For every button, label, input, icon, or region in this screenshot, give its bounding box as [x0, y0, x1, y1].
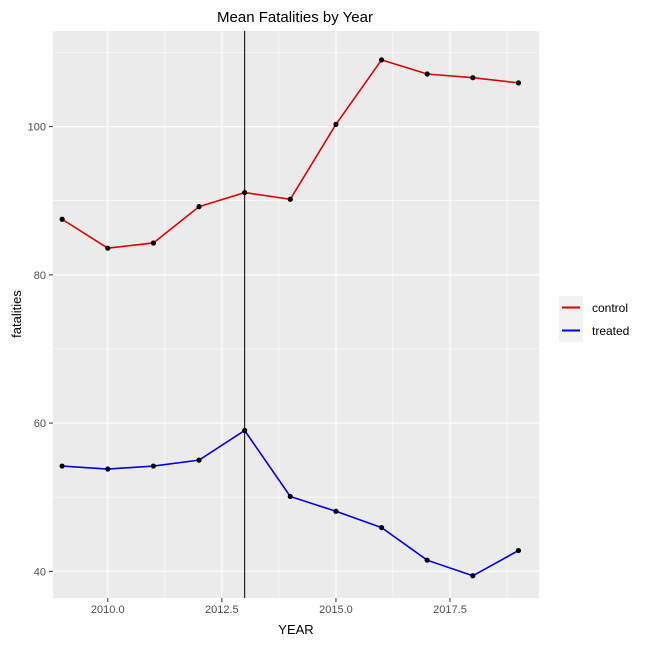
- y-axis-title: fatalities: [9, 290, 24, 338]
- data-point-control: [59, 216, 65, 222]
- data-point-control: [242, 189, 248, 196]
- data-point-control: [378, 57, 385, 63]
- y-tick-label: 60: [34, 418, 46, 430]
- data-point-treated: [470, 573, 476, 579]
- x-tick-label: 2017.5: [433, 604, 467, 616]
- data-point-control: [287, 196, 293, 202]
- x-axis-title: YEAR: [278, 622, 313, 637]
- y-tick-label: 80: [34, 270, 46, 282]
- legend: control treated: [559, 296, 629, 342]
- x-tick-label: 2012.5: [205, 604, 239, 616]
- data-point-control: [150, 240, 156, 246]
- data-point-control: [515, 80, 522, 86]
- x-tick-label: 2015.0: [319, 604, 353, 616]
- x-axis: 2010.0 2012.5 2015.0 2017.5: [91, 598, 467, 616]
- x-tick-label: 2010.0: [91, 604, 125, 616]
- data-point-control: [105, 245, 111, 251]
- data-point-treated: [150, 463, 156, 469]
- legend-label-treated: treated: [592, 324, 629, 338]
- y-tick-label: 40: [34, 566, 46, 578]
- plot-panel: [53, 31, 539, 598]
- legend-label-control: control: [592, 301, 628, 315]
- data-point-control: [470, 75, 476, 81]
- data-point-treated: [333, 508, 339, 514]
- data-point-control: [333, 121, 339, 127]
- y-axis: 40 60 80 100: [28, 122, 53, 578]
- data-point-treated: [242, 427, 248, 434]
- data-point-treated: [515, 547, 522, 554]
- data-point-treated: [59, 463, 65, 469]
- data-point-treated: [378, 524, 385, 531]
- data-point-control: [196, 204, 202, 210]
- data-point-treated: [196, 457, 202, 463]
- chart-title: Mean Fatalities by Year: [217, 9, 373, 26]
- data-point-treated: [287, 493, 293, 500]
- data-point-control: [424, 71, 430, 77]
- series: [59, 57, 522, 579]
- data-point-treated: [105, 466, 111, 472]
- data-point-treated: [424, 557, 430, 563]
- y-tick-label: 100: [28, 122, 46, 134]
